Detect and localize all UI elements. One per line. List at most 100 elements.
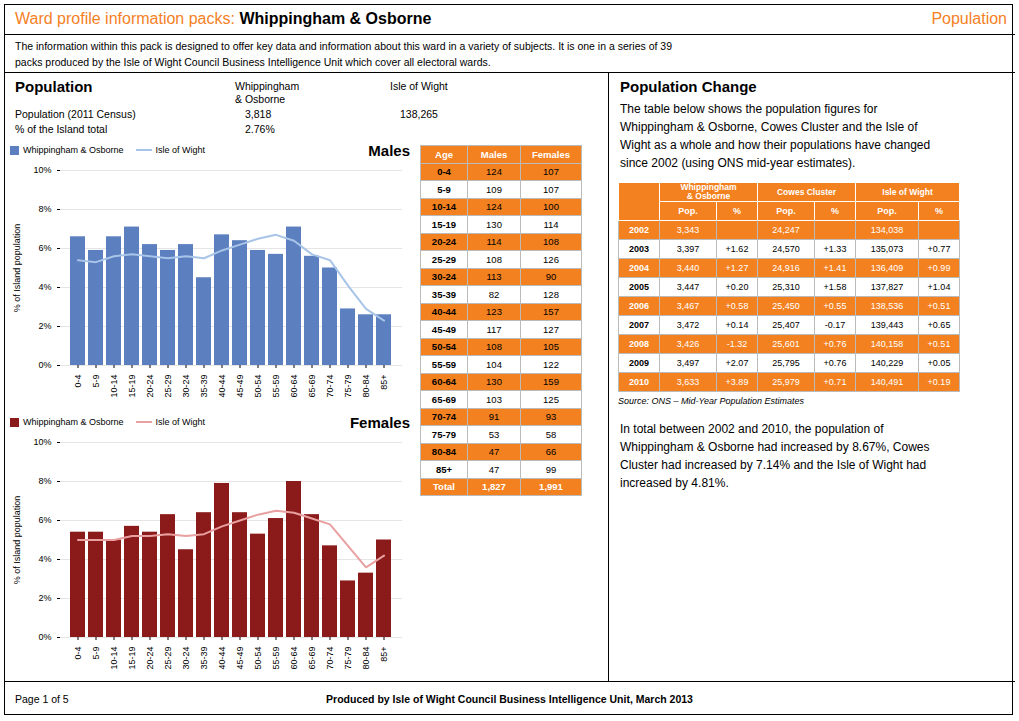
html-text:45-49: 45-49 <box>431 323 457 335</box>
svg-text:40-44: 40-44 <box>217 647 227 670</box>
svg-text:5-9: 5-9 <box>91 375 101 388</box>
html-text:127: 127 <box>543 323 559 335</box>
html-text:114: 114 <box>486 236 502 248</box>
html-text:Males: Males <box>368 141 410 159</box>
svg-text:60-64: 60-64 <box>289 375 299 398</box>
html-text:Isle of Wight: Isle of Wight <box>390 80 448 92</box>
svg-text:0%: 0% <box>38 360 51 370</box>
html-text:25-29: 25-29 <box>431 253 457 265</box>
html-text:2.76%: 2.76% <box>245 123 275 135</box>
html-text:Whippingham & Osborne: Whippingham & Osborne <box>680 182 737 201</box>
svg-text:0-4: 0-4 <box>73 375 83 388</box>
html-text:In total between 2002 and 2010: In total between 2002 and 2010, the popu… <box>620 422 930 490</box>
svg-text:5-9: 5-9 <box>91 647 101 660</box>
html-text:128: 128 <box>543 288 559 300</box>
html-text:Population: Population <box>15 78 93 95</box>
html-text:Females: Females <box>532 148 570 160</box>
html-text:Ward profile information packs: Ward profile information packs: Whipping… <box>15 10 432 27</box>
html-text:108: 108 <box>486 253 502 265</box>
html-text:114: 114 <box>543 218 559 230</box>
svg-text:75-79: 75-79 <box>343 647 353 670</box>
html-text:109: 109 <box>486 183 502 195</box>
html-text:100: 100 <box>543 201 559 213</box>
svg-text:2%: 2% <box>38 321 51 331</box>
html-text:35-39: 35-39 <box>431 288 457 300</box>
svg-text:70-74: 70-74 <box>325 647 335 670</box>
svg-text:80-84: 80-84 <box>361 375 371 398</box>
html-text:Males: Males <box>480 148 508 160</box>
svg-text:70-74: 70-74 <box>325 375 335 398</box>
html-text:126: 126 <box>543 253 559 265</box>
svg-text:40-44: 40-44 <box>217 375 227 398</box>
html-text:138,265: 138,265 <box>400 108 438 120</box>
svg-text:25-29: 25-29 <box>163 647 173 670</box>
html-text:117: 117 <box>486 323 502 335</box>
html-text:20-24: 20-24 <box>431 236 457 248</box>
html-text:113: 113 <box>486 271 502 283</box>
svg-text:10%: 10% <box>33 165 51 175</box>
svg-text:30-24: 30-24 <box>181 647 191 670</box>
svg-text:0%: 0% <box>38 632 51 642</box>
svg-text:35-39: 35-39 <box>199 375 209 398</box>
svg-text:10-14: 10-14 <box>109 375 119 398</box>
svg-text:55-59: 55-59 <box>271 375 281 398</box>
svg-text:10%: 10% <box>33 437 51 447</box>
svg-text:45-49: 45-49 <box>235 647 245 670</box>
html-text:30-24: 30-24 <box>431 271 457 283</box>
html-text:5-9: 5-9 <box>437 183 451 195</box>
svg-text:80-84: 80-84 <box>361 647 371 670</box>
html-text:The table below shows the popu: The table below shows the population fig… <box>620 102 931 170</box>
svg-text:55-59: 55-59 <box>271 647 281 670</box>
svg-text:85+: 85+ <box>379 375 389 390</box>
svg-text:35-39: 35-39 <box>199 647 209 670</box>
html-text:108: 108 <box>543 236 559 248</box>
html-text:Population: Population <box>931 10 1007 27</box>
svg-text:6%: 6% <box>38 243 51 253</box>
html-text:Population (2011 Census): Population (2011 Census) <box>15 108 136 120</box>
svg-text:4%: 4% <box>38 282 51 292</box>
svg-text:8%: 8% <box>38 476 51 486</box>
svg-text:45-49: 45-49 <box>235 375 245 398</box>
html-text:Age: Age <box>435 148 453 160</box>
html-text:124: 124 <box>486 201 502 213</box>
svg-text:% of Island population: % of Island population <box>12 224 22 313</box>
svg-text:% of Island population: % of Island population <box>12 496 22 585</box>
html-text:% of the Island total: % of the Island total <box>15 123 108 135</box>
html-text:82: 82 <box>488 288 500 300</box>
svg-text:2%: 2% <box>38 593 51 603</box>
svg-text:0-4: 0-4 <box>73 647 83 660</box>
svg-text:10-14: 10-14 <box>109 647 119 670</box>
html-text:107: 107 <box>543 183 559 195</box>
html-text:40-44: 40-44 <box>431 306 457 318</box>
html-text:0-4: 0-4 <box>437 166 451 178</box>
html-text:90: 90 <box>545 271 557 283</box>
svg-text:20-24: 20-24 <box>145 647 155 670</box>
html-text:10-14: 10-14 <box>431 201 457 213</box>
html-text:15-19: 15-19 <box>431 218 457 230</box>
svg-text:50-54: 50-54 <box>253 647 263 670</box>
svg-text:4%: 4% <box>38 554 51 564</box>
html-text:130: 130 <box>486 218 502 230</box>
html-text:Females: Females <box>350 413 410 431</box>
html-text:107: 107 <box>543 166 559 178</box>
html-text:124: 124 <box>486 166 502 178</box>
svg-text:75-79: 75-79 <box>343 375 353 398</box>
html-text:157: 157 <box>543 306 559 318</box>
svg-text:60-64: 60-64 <box>289 647 299 670</box>
svg-text:65-69: 65-69 <box>307 375 317 398</box>
html-text:123: 123 <box>486 306 502 318</box>
html-text:3,818: 3,818 <box>245 108 272 120</box>
html-text:Whippingham & Osborne: Whippingham & Osborne <box>235 80 300 105</box>
svg-text:50-54: 50-54 <box>253 375 263 398</box>
svg-text:20-24: 20-24 <box>145 375 155 398</box>
svg-text:65-69: 65-69 <box>307 647 317 670</box>
svg-text:30-24: 30-24 <box>181 375 191 398</box>
svg-text:15-19: 15-19 <box>127 647 137 670</box>
html-text:Population Change: Population Change <box>620 78 757 95</box>
svg-text:85+: 85+ <box>379 647 389 662</box>
svg-text:25-29: 25-29 <box>163 375 173 398</box>
svg-text:6%: 6% <box>38 515 51 525</box>
html-text:The information within this pa: The information within this pack is desi… <box>15 40 672 68</box>
svg-text:15-19: 15-19 <box>127 375 137 398</box>
svg-text:8%: 8% <box>38 204 51 214</box>
